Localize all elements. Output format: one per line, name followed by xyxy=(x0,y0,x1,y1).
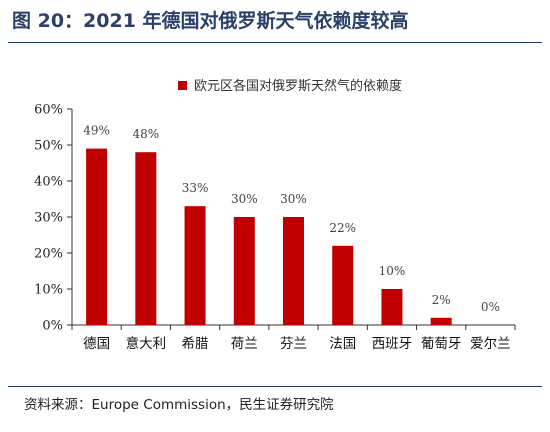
bar xyxy=(332,245,354,325)
data-label: 33% xyxy=(182,181,209,195)
title-divider xyxy=(8,42,542,43)
y-tick-label: 20% xyxy=(34,247,63,262)
data-label: 0% xyxy=(481,300,500,314)
source-note: 资料来源：Europe Commission，民生证券研究院 xyxy=(24,397,334,413)
bar xyxy=(86,148,108,325)
y-axis-ticks: 0% 10% 20% 30% 40% 50% 60% xyxy=(34,103,72,334)
y-tick-label: 0% xyxy=(42,319,63,334)
y-tick-label: 30% xyxy=(34,211,63,226)
data-label: 10% xyxy=(379,264,406,278)
bar xyxy=(381,289,403,325)
data-label: 22% xyxy=(329,221,356,235)
legend-swatch xyxy=(178,81,187,90)
y-tick-label: 60% xyxy=(34,103,63,118)
y-tick-label: 40% xyxy=(34,175,63,190)
data-label: 49% xyxy=(83,124,110,138)
category-label: 意大利 xyxy=(126,335,167,352)
figure-title: 图 20：2021 年德国对俄罗斯天气依赖度较高 xyxy=(12,10,409,32)
y-tick-label: 50% xyxy=(34,139,63,154)
category-label: 爱尔兰 xyxy=(470,336,511,352)
data-label: 2% xyxy=(432,293,451,307)
category-label: 西班牙 xyxy=(372,336,413,352)
data-label: 30% xyxy=(231,192,258,206)
data-label: 48% xyxy=(132,127,159,141)
category-label: 德国 xyxy=(83,336,110,352)
source-divider xyxy=(8,386,542,387)
bar xyxy=(283,217,304,325)
data-label: 30% xyxy=(280,192,307,206)
category-label: 荷兰 xyxy=(231,336,258,352)
category-label: 芬兰 xyxy=(280,336,307,352)
category-label: 葡萄牙 xyxy=(421,336,462,352)
legend: 欧元区各国对俄罗斯天然气的依赖度 xyxy=(178,78,402,94)
bars xyxy=(86,148,452,325)
bar xyxy=(135,152,157,325)
bar xyxy=(233,217,255,325)
category-label: 希腊 xyxy=(182,336,209,352)
y-tick-label: 10% xyxy=(34,283,63,298)
category-label: 法国 xyxy=(329,336,356,352)
category-labels: 德国 意大利 希腊 荷兰 芬兰 法国 西班牙 葡萄牙 爱尔兰 xyxy=(83,335,511,352)
bar xyxy=(184,206,206,325)
legend-label: 欧元区各国对俄罗斯天然气的依赖度 xyxy=(194,78,402,94)
bar xyxy=(430,317,452,325)
data-labels: 49% 48% 33% 30% 30% 22% 10% 2% 0% xyxy=(83,124,500,314)
